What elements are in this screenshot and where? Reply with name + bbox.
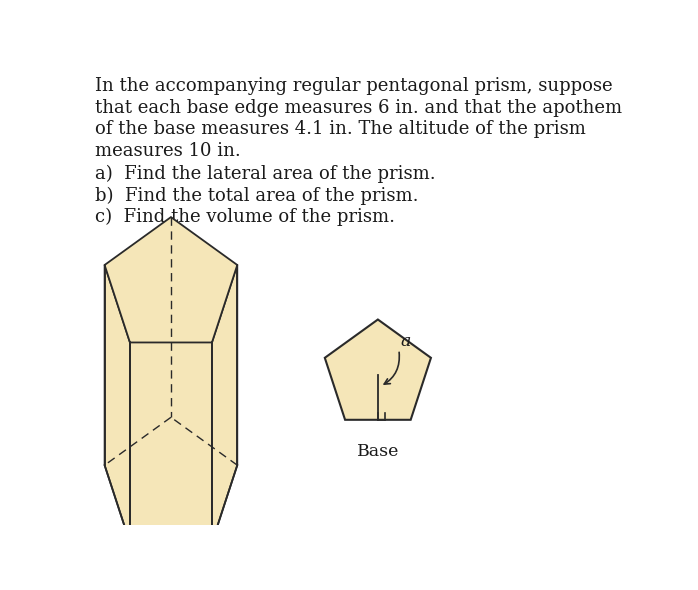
Text: that each base edge measures 6 in. and that the apothem: that each base edge measures 6 in. and t… <box>95 99 622 116</box>
Polygon shape <box>105 217 237 342</box>
Text: Base: Base <box>357 443 399 460</box>
Polygon shape <box>167 535 174 543</box>
Polygon shape <box>325 320 431 420</box>
Text: of the base measures 4.1 in. The altitude of the prism: of the base measures 4.1 in. The altitud… <box>95 120 586 138</box>
Polygon shape <box>171 217 237 465</box>
Polygon shape <box>105 417 237 543</box>
Text: a: a <box>401 333 411 350</box>
Polygon shape <box>130 342 212 543</box>
Text: In the accompanying regular pentagonal prism, suppose: In the accompanying regular pentagonal p… <box>95 77 613 95</box>
Text: a)  Find the lateral area of the prism.: a) Find the lateral area of the prism. <box>95 165 436 183</box>
Text: c)  Find the volume of the prism.: c) Find the volume of the prism. <box>95 208 395 226</box>
Polygon shape <box>105 265 130 543</box>
Polygon shape <box>105 217 171 465</box>
Polygon shape <box>212 265 237 543</box>
Text: b)  Find the total area of the prism.: b) Find the total area of the prism. <box>95 186 419 205</box>
Text: measures 10 in.: measures 10 in. <box>95 142 241 160</box>
